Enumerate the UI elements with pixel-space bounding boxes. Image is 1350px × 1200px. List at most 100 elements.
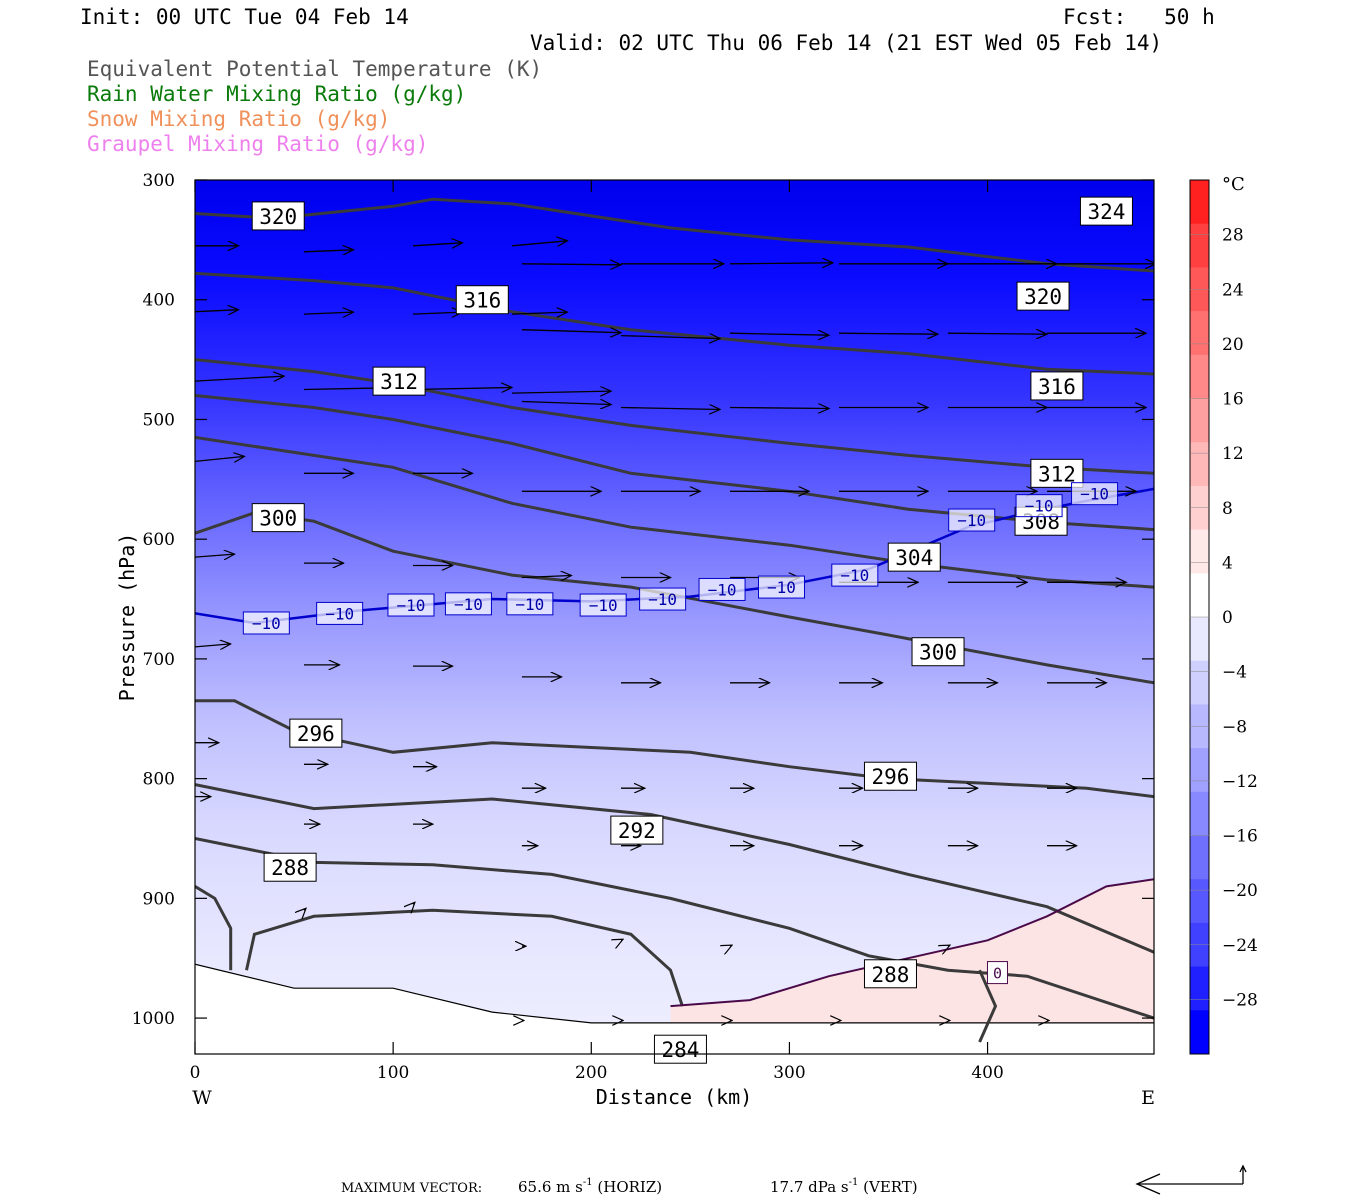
theta-e-label-text: 312 [1038, 462, 1076, 486]
theta-e-label-text: 304 [895, 546, 933, 570]
isotherm-label-text: −10 [1025, 497, 1054, 516]
wind-vector [304, 908, 306, 910]
theta-e-label-text: 312 [380, 370, 418, 394]
plot-frame [194, 179, 1155, 1055]
theta-e-label-box [1016, 281, 1070, 311]
theta-e-label-box [251, 503, 305, 533]
wind-vector [521, 264, 621, 265]
theta-e-label-288: 288 [863, 959, 917, 989]
x-axis-label: Distance (km) [596, 1085, 753, 1109]
isotherm-label-minus10: −10 [579, 593, 627, 617]
x-end-label-east: E [1141, 1087, 1155, 1109]
isotherm-label-text: −10 [325, 604, 354, 623]
theta-e-contour-292 [195, 783, 1154, 954]
theta-e-label-text: 292 [618, 819, 656, 843]
colorbar-tick-label: −24 [1222, 936, 1258, 956]
init-time: Init: 00 UTC Tue 04 Feb 14 [80, 5, 409, 29]
theta-e-label-288: 288 [263, 852, 317, 882]
theta-e-label-text: 296 [872, 765, 910, 789]
isotherm-label-box [757, 575, 805, 599]
isotherm-label-box [444, 592, 492, 616]
wind-vector [729, 263, 833, 264]
y-tick-label: 700 [143, 650, 175, 670]
theta-e-label-text: 288 [872, 963, 910, 987]
wind-vector [195, 456, 245, 461]
colorbar-tick-label: 8 [1222, 499, 1233, 519]
max-vector-label: MAXIMUM VECTOR: [341, 1181, 482, 1196]
theta-e-contour-312 [195, 358, 1154, 475]
colorbar-swatch [1190, 180, 1209, 225]
isotherm-label-box [1015, 494, 1063, 518]
theta-e-label-324: 324 [1079, 196, 1133, 226]
wind-vector [195, 376, 284, 382]
colorbar-tick-label: 4 [1222, 553, 1233, 573]
y-tick-label: 500 [143, 410, 175, 430]
wind-vector [948, 945, 950, 946]
colorbar-tick-label: −4 [1222, 663, 1247, 683]
colorbar-swatch [1190, 617, 1209, 662]
theta-e-contour-320 [195, 197, 1154, 273]
theta-e-label-304: 304 [887, 542, 941, 572]
x-tick-label: 400 [971, 1063, 1003, 1083]
theta-e-contour-316 [195, 271, 1154, 376]
isotherm-label-text: −10 [397, 596, 426, 615]
isotherm-label-minus10: −10 [757, 575, 805, 599]
theta-e-label-box [1079, 196, 1133, 226]
isotherm-label-text: −10 [767, 578, 796, 597]
colorbar-tick-label: 16 [1222, 390, 1244, 410]
theta-e-label-text: 296 [297, 722, 335, 746]
theta-e-label-box [289, 718, 343, 748]
theta-e-label-text: 284 [661, 1038, 699, 1062]
isotherm-label-box [579, 593, 627, 617]
isotherm-label-minus10: −10 [316, 601, 364, 625]
y-tick-label: 800 [143, 770, 175, 790]
isotherm-label-box [316, 601, 364, 625]
colorbar-tick-label: −20 [1222, 881, 1258, 901]
colorbar-tick-label: −12 [1222, 772, 1258, 792]
theta-e-label-box [887, 542, 941, 572]
x-tick-label: 300 [773, 1063, 805, 1083]
y-tick-label: 600 [143, 530, 175, 550]
theta-e-label-box [863, 959, 917, 989]
theta-e-label-text: 320 [1024, 285, 1062, 309]
colorbar-tick-label: 0 [1222, 608, 1233, 628]
theta-e-contour-296 [195, 699, 1154, 799]
theta-e-label-text: 316 [463, 289, 501, 313]
colorbar-tick-label: −8 [1222, 717, 1247, 737]
theta-e-contour-284 [245, 908, 684, 1007]
theta-e-label-box [653, 1034, 707, 1064]
svg-text:17.7 dPa s-1 (VERT): 17.7 dPa s-1 (VERT) [770, 1177, 918, 1196]
theta-e-label-320: 320 [251, 201, 305, 231]
isotherm-label-box [698, 577, 746, 601]
theta-e-label-320: 320 [1016, 281, 1070, 311]
wind-vector [620, 408, 720, 410]
warm-layer [670, 879, 1154, 1023]
isotherm-label-box [948, 508, 996, 532]
colorbar-swatch [1190, 529, 1209, 574]
theta-e-label-292: 292 [610, 815, 664, 845]
wind-vector [303, 312, 354, 314]
theta-e-label-box [863, 761, 917, 791]
isotherm-label-minus10: −10 [1071, 482, 1119, 506]
isotherm-label-text: −10 [708, 580, 737, 599]
isotherm-label-box [639, 587, 687, 611]
wind-vector [195, 644, 231, 647]
colorbar-tick-label: 12 [1222, 444, 1244, 464]
theta-e-label-300: 300 [911, 637, 965, 667]
theta-e-label-300: 300 [251, 503, 305, 533]
y-axis-label: Pressure (hPa) [115, 533, 139, 702]
theta-e-label-box [263, 852, 317, 882]
isotherm-label-text: −10 [957, 511, 986, 530]
isotherm-label-minus10: −10 [387, 593, 435, 617]
isotherm-label-text: −10 [1080, 485, 1109, 504]
colorbar-tick-label: 28 [1222, 226, 1244, 246]
isotherm-label-text: −10 [252, 614, 281, 633]
isotherm-label-minus10: −10 [639, 587, 687, 611]
theta-e-label-296: 296 [289, 718, 343, 748]
wind-vector [303, 250, 354, 252]
colorbar-swatch [1190, 879, 1209, 924]
isotherm-label-box [1071, 482, 1119, 506]
isotherm-label-minus10: −10 [1015, 494, 1063, 518]
wind-vector [511, 391, 611, 393]
isotherm-label-text: −10 [454, 595, 483, 614]
